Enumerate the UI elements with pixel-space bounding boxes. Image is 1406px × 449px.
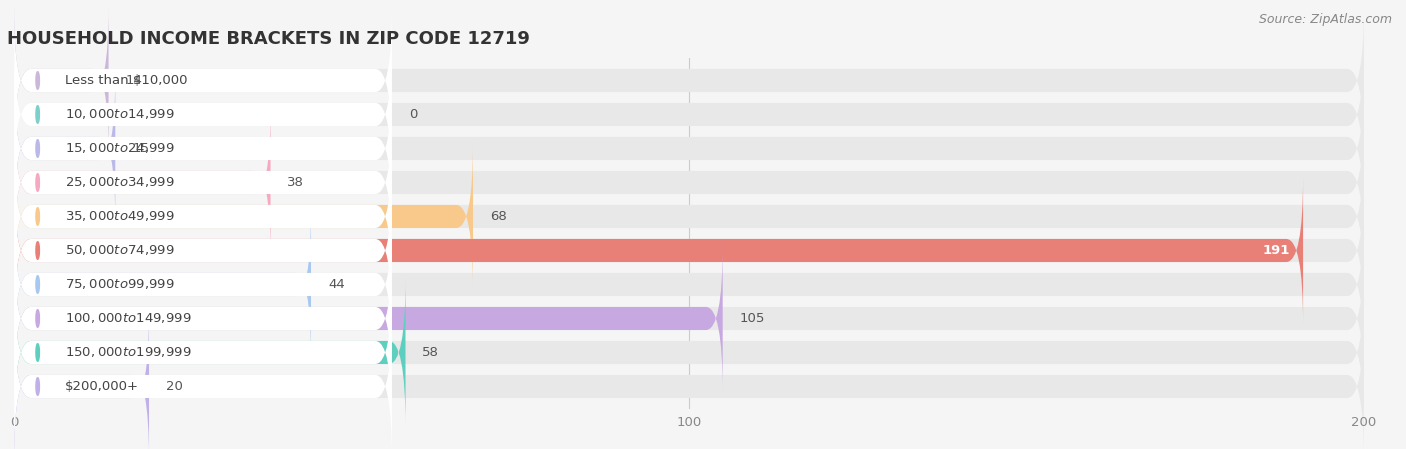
Circle shape <box>37 276 39 293</box>
FancyBboxPatch shape <box>14 313 1364 449</box>
FancyBboxPatch shape <box>14 109 1364 256</box>
FancyBboxPatch shape <box>14 245 1364 392</box>
FancyBboxPatch shape <box>14 41 1364 188</box>
Text: 0: 0 <box>409 108 418 121</box>
Circle shape <box>37 242 39 259</box>
FancyBboxPatch shape <box>14 245 392 392</box>
FancyBboxPatch shape <box>14 313 392 449</box>
Circle shape <box>37 174 39 191</box>
FancyBboxPatch shape <box>14 177 1364 324</box>
Text: 44: 44 <box>328 278 344 291</box>
Text: $25,000 to $34,999: $25,000 to $34,999 <box>65 176 174 189</box>
Text: $150,000 to $199,999: $150,000 to $199,999 <box>65 345 191 360</box>
FancyBboxPatch shape <box>14 177 392 324</box>
Text: 191: 191 <box>1263 244 1289 257</box>
FancyBboxPatch shape <box>14 143 472 290</box>
Text: $10,000 to $14,999: $10,000 to $14,999 <box>65 107 174 122</box>
Circle shape <box>37 343 39 361</box>
FancyBboxPatch shape <box>14 75 1364 222</box>
FancyBboxPatch shape <box>14 313 149 449</box>
Text: 20: 20 <box>166 380 183 393</box>
Text: Source: ZipAtlas.com: Source: ZipAtlas.com <box>1258 13 1392 26</box>
FancyBboxPatch shape <box>14 75 392 222</box>
FancyBboxPatch shape <box>14 279 1364 426</box>
Text: 58: 58 <box>422 346 439 359</box>
Circle shape <box>37 140 39 157</box>
FancyBboxPatch shape <box>14 143 1364 290</box>
FancyBboxPatch shape <box>14 109 392 256</box>
FancyBboxPatch shape <box>14 211 1364 358</box>
FancyBboxPatch shape <box>14 7 108 154</box>
FancyBboxPatch shape <box>14 177 1303 324</box>
FancyBboxPatch shape <box>14 279 405 426</box>
FancyBboxPatch shape <box>14 7 392 154</box>
Text: 15: 15 <box>132 142 149 155</box>
Text: $50,000 to $74,999: $50,000 to $74,999 <box>65 243 174 257</box>
FancyBboxPatch shape <box>14 279 392 426</box>
FancyBboxPatch shape <box>14 245 723 392</box>
Text: 38: 38 <box>287 176 304 189</box>
Text: 105: 105 <box>740 312 765 325</box>
Text: $200,000+: $200,000+ <box>65 380 139 393</box>
Text: $100,000 to $149,999: $100,000 to $149,999 <box>65 312 191 326</box>
Text: 14: 14 <box>125 74 142 87</box>
Text: $15,000 to $24,999: $15,000 to $24,999 <box>65 141 174 155</box>
Text: $75,000 to $99,999: $75,000 to $99,999 <box>65 277 174 291</box>
FancyBboxPatch shape <box>14 41 392 188</box>
Text: Less than $10,000: Less than $10,000 <box>65 74 187 87</box>
Circle shape <box>37 72 39 89</box>
Text: HOUSEHOLD INCOME BRACKETS IN ZIP CODE 12719: HOUSEHOLD INCOME BRACKETS IN ZIP CODE 12… <box>7 31 530 48</box>
FancyBboxPatch shape <box>14 75 115 222</box>
Text: $35,000 to $49,999: $35,000 to $49,999 <box>65 210 174 224</box>
FancyBboxPatch shape <box>14 211 392 358</box>
FancyBboxPatch shape <box>14 211 311 358</box>
Circle shape <box>37 208 39 225</box>
Circle shape <box>37 106 39 123</box>
FancyBboxPatch shape <box>14 109 270 256</box>
Circle shape <box>37 378 39 395</box>
Text: 68: 68 <box>489 210 506 223</box>
FancyBboxPatch shape <box>14 7 1364 154</box>
Circle shape <box>37 310 39 327</box>
FancyBboxPatch shape <box>14 143 392 290</box>
